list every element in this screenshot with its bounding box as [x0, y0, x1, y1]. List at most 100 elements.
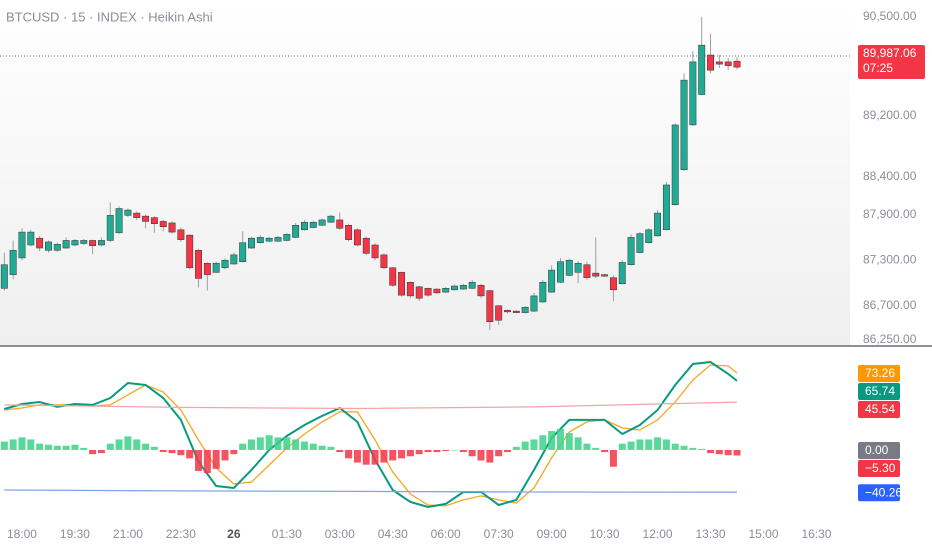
histogram-bar — [733, 449, 741, 456]
candle-body — [654, 212, 662, 237]
candle-body — [389, 267, 397, 286]
histogram-bar — [300, 441, 308, 450]
histogram-bar — [0, 441, 8, 450]
candle-body — [159, 221, 167, 228]
candle-body — [353, 229, 361, 246]
candle-body — [283, 234, 291, 241]
candle-body — [97, 240, 105, 246]
value-label: 0.00 — [865, 443, 889, 457]
x-tick-label: 26 — [227, 527, 241, 541]
candle-body — [557, 261, 564, 283]
indicator-line — [4, 364, 738, 507]
x-tick-label: 21:00 — [113, 527, 143, 541]
histogram-bar — [186, 449, 194, 459]
value-label: 45.54 — [865, 402, 895, 416]
histogram-bar — [371, 449, 379, 465]
candle-body — [45, 241, 52, 251]
candle-body — [733, 60, 741, 68]
value-label: 65.74 — [865, 384, 895, 398]
candle-body — [530, 295, 538, 312]
x-tick-label: 06:00 — [431, 527, 461, 541]
y-tick-label: 86,700.00 — [863, 298, 917, 312]
candle-body — [442, 288, 450, 293]
y-tick-label: 86,250.00 — [863, 332, 917, 346]
candle-body — [89, 240, 97, 247]
candle-body — [548, 269, 556, 293]
last-price-label: 89,987.06 — [863, 46, 917, 60]
candle-body — [80, 240, 88, 244]
candle-body — [601, 274, 609, 277]
histogram-bar — [424, 449, 432, 453]
histogram-bar — [671, 443, 679, 450]
histogram-bar — [247, 439, 255, 450]
histogram-bar — [592, 447, 600, 450]
candle-body — [256, 237, 264, 243]
histogram-bar — [274, 437, 282, 450]
histogram-bar — [124, 436, 132, 450]
histogram-bar — [345, 449, 353, 459]
x-tick-label: 19:30 — [60, 527, 90, 541]
value-label-box — [858, 365, 900, 383]
histogram-bar — [115, 439, 123, 450]
x-tick-label: 13:30 — [696, 527, 726, 541]
candle-body — [0, 264, 8, 289]
candle-body — [265, 237, 273, 242]
histogram-bar — [80, 447, 88, 450]
indicator-layer — [0, 360, 741, 509]
candle-body — [345, 224, 353, 240]
candle-body — [318, 219, 326, 226]
histogram-bar — [662, 439, 670, 450]
histogram-bar — [724, 449, 732, 456]
candle-body — [150, 217, 158, 224]
histogram-bar — [433, 449, 441, 453]
histogram-bar — [459, 449, 467, 453]
value-label-box — [858, 484, 900, 502]
candle-body — [221, 259, 229, 269]
candle-body — [106, 215, 114, 241]
candle-body — [301, 221, 308, 231]
candle-body — [468, 281, 476, 289]
candle-body — [451, 285, 458, 291]
candle-body — [459, 285, 467, 290]
candle-body — [380, 254, 388, 269]
histogram-bar — [574, 437, 582, 450]
histogram-bar — [415, 449, 423, 455]
histogram-bar — [230, 449, 238, 455]
histogram-bar — [715, 449, 723, 455]
indicator-line — [4, 401, 738, 410]
histogram-bar — [654, 437, 662, 450]
histogram-bar — [159, 449, 167, 453]
histogram-bar — [601, 449, 609, 453]
histogram-bar — [353, 449, 361, 463]
x-tick-label: 01:30 — [272, 527, 302, 541]
histogram-bar — [389, 449, 397, 461]
candle-body — [133, 212, 141, 218]
histogram-bar — [71, 444, 79, 450]
indicator-line — [4, 489, 738, 493]
histogram-bar — [539, 435, 547, 450]
histogram-bar — [133, 439, 141, 450]
value-label: −5.30 — [865, 461, 896, 475]
histogram-bar — [150, 446, 158, 450]
histogram-bar — [309, 443, 317, 450]
y-tick-label: 90,500.00 — [863, 9, 917, 23]
histogram-bar — [556, 428, 564, 450]
candle-body — [565, 259, 573, 276]
histogram-bar — [97, 449, 105, 454]
value-label: −40.26 — [865, 485, 902, 499]
candle-body — [309, 221, 317, 228]
candle-body — [62, 240, 70, 249]
candle-body — [618, 262, 626, 285]
candle-body — [424, 288, 432, 296]
histogram-bar — [212, 449, 220, 469]
histogram-bar — [292, 439, 300, 450]
candle-body — [115, 208, 123, 234]
histogram-bar — [18, 437, 26, 450]
candle-body — [609, 277, 617, 291]
histogram-bar — [362, 449, 370, 465]
histogram-bar — [9, 439, 17, 450]
histogram-bar — [442, 449, 450, 452]
candle-body — [398, 272, 406, 296]
candle-body — [212, 262, 220, 273]
candle-body — [671, 124, 679, 205]
